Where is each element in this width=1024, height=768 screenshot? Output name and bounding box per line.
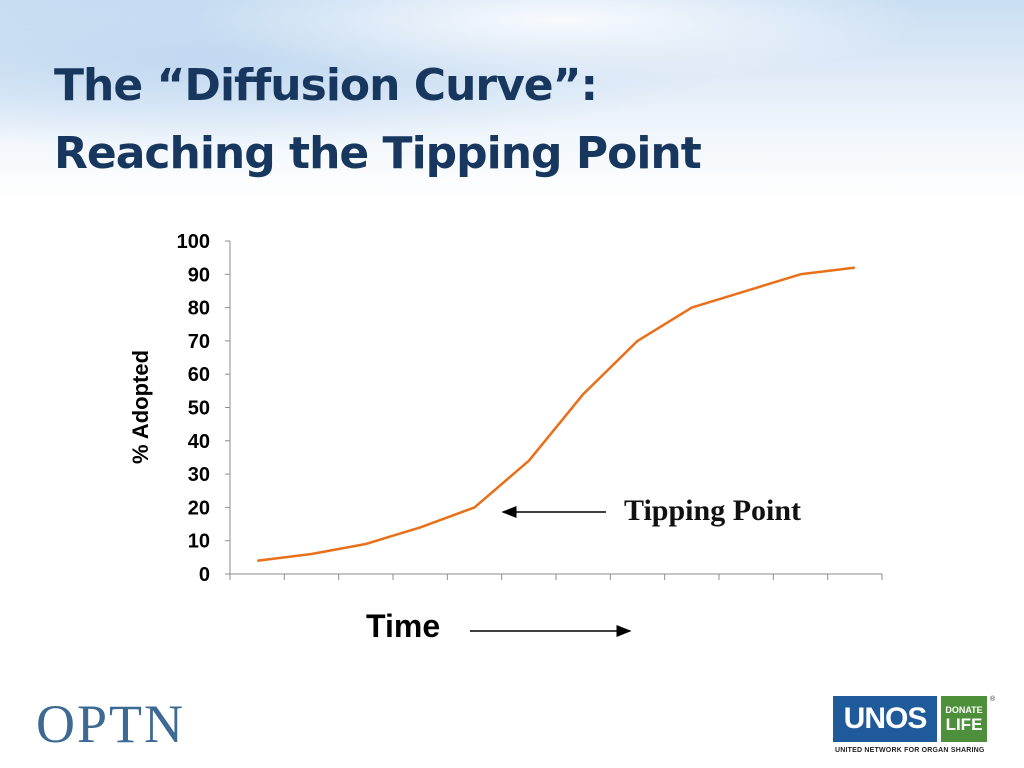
y-tick-label: 90 — [188, 264, 210, 286]
y-tick-label: 50 — [188, 398, 210, 420]
y-tick-label: 10 — [188, 531, 210, 553]
y-tick-label: 40 — [188, 431, 210, 453]
y-tick-label: 20 — [188, 497, 210, 519]
title-line-2: Reaching the Tipping Point — [54, 128, 702, 179]
adoption-series-line — [257, 266, 855, 562]
optn-logo: OPTN — [36, 694, 186, 754]
header-background — [0, 0, 1024, 200]
registered-mark: ® — [990, 696, 996, 703]
y-tick-label: 0 — [199, 564, 210, 586]
y-axis-label: % Adopted — [128, 349, 153, 465]
unos-tagline: UNITED NETWORK FOR ORGAN SHARING — [835, 747, 985, 754]
y-tick-label: 100 — [177, 231, 210, 253]
life-text: LIFE — [945, 715, 983, 734]
unos-wordmark: UNOS — [833, 696, 937, 742]
x-axis-label: Time — [366, 608, 441, 644]
y-tick-label: 60 — [188, 364, 210, 386]
tipping-point-annotation: Tipping Point — [624, 494, 802, 527]
donate-text: DONATE — [945, 705, 983, 715]
slide-title: The “Diffusion Curve”: Reaching the Tipp… — [54, 52, 702, 188]
unos-logo: UNOS DONATE LIFE ® UNITED NETWORK FOR OR… — [833, 696, 995, 758]
y-tick-label: 30 — [188, 464, 210, 486]
y-tick-label: 80 — [188, 298, 210, 320]
donate-life-badge: DONATE LIFE — [941, 696, 987, 742]
y-tick-label: 70 — [188, 331, 210, 353]
title-line-1: The “Diffusion Curve”: — [54, 60, 598, 111]
